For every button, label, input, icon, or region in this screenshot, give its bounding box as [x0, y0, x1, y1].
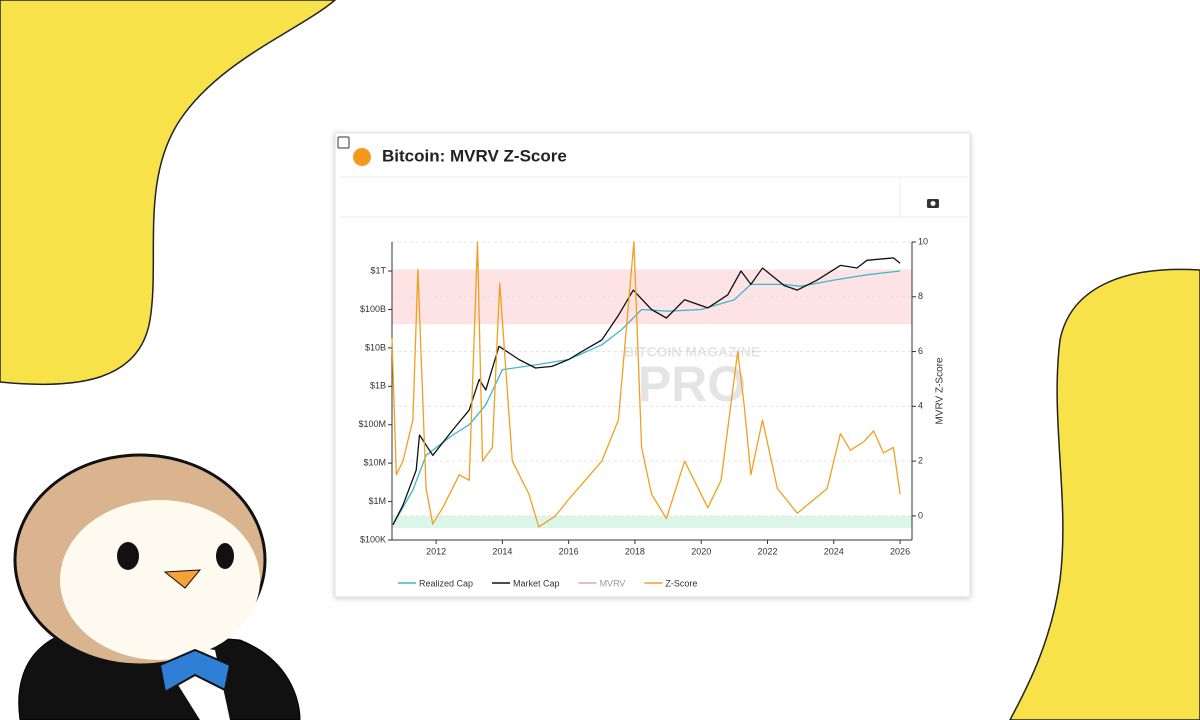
series-line [392, 257, 901, 525]
y-tick-label: $1M [368, 496, 386, 506]
x-tick-label: 2026 [890, 546, 910, 556]
legend-label: Realized Cap [419, 578, 473, 588]
y2-tick-label: 8 [918, 291, 923, 301]
y-tick-label: $1B [370, 381, 386, 391]
yellow-blob [1009, 268, 1200, 720]
x-tick-label: 2020 [691, 546, 711, 556]
series-line [392, 270, 901, 526]
x-tick-label: 2014 [492, 546, 512, 556]
camera-button[interactable] [927, 199, 939, 208]
x-tick-label: 2018 [625, 546, 645, 556]
legend-label: Market Cap [513, 578, 560, 588]
x-tick-label: 2022 [757, 546, 777, 556]
y-tick-label: $10B [365, 342, 386, 352]
watermark: BITCOIN MAGAZINE [624, 344, 760, 360]
y2-tick-label: 10 [918, 236, 928, 246]
y-tick-label: $10M [363, 458, 386, 468]
y-tick-label: $100K [360, 534, 386, 544]
y2-tick-label: 2 [918, 455, 923, 465]
legend-label: MVRV [600, 578, 626, 588]
zone-band [392, 515, 912, 529]
y-tick-label: $100B [360, 304, 386, 314]
y-tick-label: $100M [358, 419, 386, 429]
sidebar-icon[interactable] [337, 136, 350, 149]
legend-label: Z-Score [665, 578, 697, 588]
y2-tick-label: 4 [918, 401, 923, 411]
y2-tick-label: 0 [918, 510, 923, 520]
yellow-blob [0, 0, 337, 386]
x-tick-label: 2012 [426, 546, 446, 556]
chart-title: Bitcoin: MVRV Z-Score [382, 146, 567, 165]
y2-tick-label: 6 [918, 346, 923, 356]
series-line [391, 241, 901, 528]
x-tick-label: 2016 [559, 546, 579, 556]
y2-axis-title: MVRV Z-Score [935, 357, 946, 424]
y-tick-label: $1T [370, 265, 386, 275]
plot: 0 2 4 6 8 10 $100K $1M $10M $100M $1B $10B $100B $1T 2… [358, 236, 945, 588]
watermark: PRO [638, 356, 746, 412]
penguin [13, 453, 301, 720]
x-tick-label: 2024 [824, 546, 844, 556]
bitcoin-icon [353, 148, 371, 166]
